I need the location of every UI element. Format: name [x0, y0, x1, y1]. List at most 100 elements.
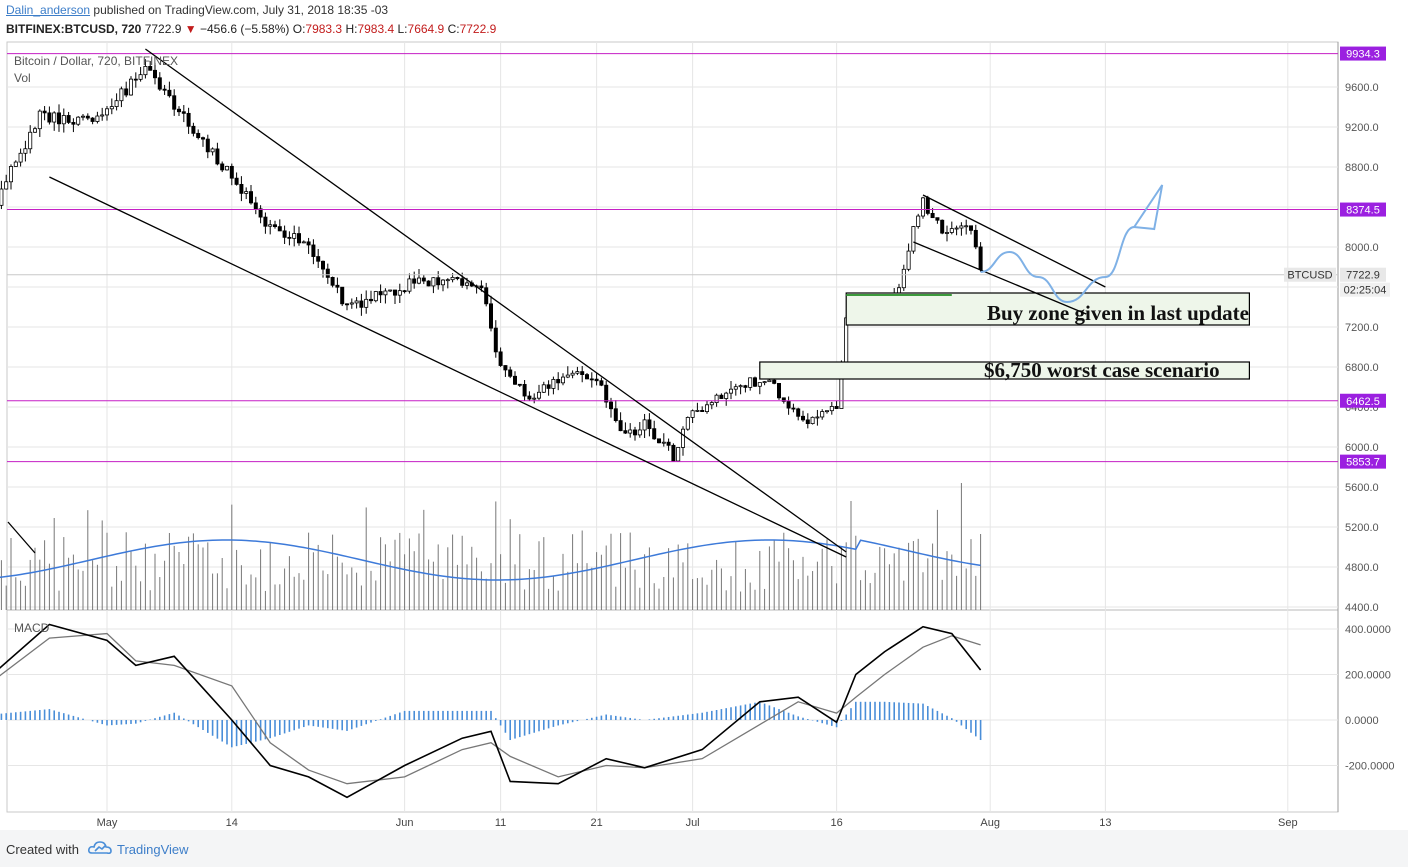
candle-body — [637, 429, 642, 436]
candle-body — [935, 217, 940, 221]
candle-body — [47, 112, 52, 123]
candle-body — [421, 277, 426, 282]
candle-body — [253, 202, 258, 210]
candle-body — [618, 420, 623, 432]
candle-body — [527, 395, 532, 400]
candle-body — [834, 406, 839, 409]
candle-body — [556, 379, 561, 384]
candle-body — [551, 379, 556, 389]
candle-body — [633, 429, 638, 436]
time-tick-label: Aug — [980, 817, 1000, 829]
candle-body — [23, 148, 28, 154]
candle-body — [359, 300, 364, 308]
candle-body — [729, 388, 734, 394]
candle-body — [781, 397, 786, 402]
price-tick-label: 7200.0 — [1345, 322, 1379, 334]
level-price-label: 9934.3 — [1346, 49, 1380, 61]
candle-body — [517, 383, 522, 386]
candle-body — [719, 394, 724, 399]
low-value: 7664.9 — [407, 22, 445, 36]
down-arrow-icon: ▼ — [184, 22, 197, 36]
price-change: −456.6 (−5.58%) — [199, 22, 290, 36]
chart-canvas[interactable]: May14Jun1121Jul16Aug13Sep17Oct9600.09200… — [0, 0, 1408, 830]
candle-body — [152, 69, 157, 79]
candle-body — [196, 132, 201, 139]
trendline — [922, 194, 1106, 288]
candle-series — [0, 59, 983, 462]
candle-body — [37, 110, 42, 130]
candle-body — [354, 300, 359, 304]
author-link[interactable]: Dalin_anderson — [6, 3, 91, 17]
candle-body — [181, 111, 186, 114]
candle-body — [52, 112, 57, 123]
price-tick-label: 5600.0 — [1345, 482, 1379, 494]
price-tick-label: 4800.0 — [1345, 562, 1379, 574]
candle-body — [320, 260, 325, 270]
level-price-tag — [1340, 393, 1386, 408]
trendline — [7, 521, 36, 554]
macd-histogram — [0, 701, 982, 748]
ohlc-line: BITFINEX:BTCUSD, 720 7722.9 ▼ −456.6 (−5… — [6, 22, 496, 36]
time-tick-label: 16 — [830, 817, 842, 829]
publish-line: Dalin_anderson published on TradingView.… — [6, 3, 388, 17]
candle-body — [215, 148, 220, 165]
volume-ma-line — [0, 539, 981, 581]
candle-body — [709, 402, 714, 406]
candle-body — [28, 131, 33, 150]
candle-body — [585, 374, 590, 380]
candle-body — [777, 383, 782, 399]
candle-body — [138, 74, 143, 80]
tradingview-link[interactable]: TradingView — [117, 842, 189, 857]
candle-body — [604, 384, 609, 403]
macd-signal-line — [0, 632, 981, 785]
candle-body — [724, 392, 729, 399]
candle-body — [124, 88, 129, 96]
candle-body — [335, 284, 340, 288]
trendline — [913, 241, 1087, 315]
candle-body — [436, 277, 441, 286]
candle-body — [508, 369, 513, 377]
candle-body — [440, 279, 445, 286]
candle-body — [373, 291, 378, 302]
low-label: L: — [397, 22, 408, 36]
countdown-label: 02:25:04 — [1344, 285, 1387, 297]
time-tick-label: 21 — [590, 817, 602, 829]
candle-body — [306, 241, 311, 246]
projection-arrowhead — [1132, 184, 1164, 231]
candle-body — [397, 290, 402, 296]
candle-body — [916, 215, 921, 227]
candle-body — [498, 351, 503, 366]
candle-body — [973, 229, 978, 248]
price-tick-label: 9200.0 — [1345, 122, 1379, 134]
candle-body — [200, 137, 205, 140]
candle-body — [392, 289, 397, 296]
candle-body — [738, 385, 743, 388]
candle-body — [796, 408, 801, 417]
macd-tick-label: 200.0000 — [1345, 670, 1391, 682]
candle-body — [244, 191, 249, 194]
candle-body — [157, 77, 162, 90]
candle-body — [71, 122, 76, 125]
time-tick-label: Sep — [1278, 817, 1298, 829]
candle-body — [695, 409, 700, 412]
candle-body — [949, 228, 954, 233]
tradingview-cloud-icon — [88, 841, 112, 855]
candle-body — [133, 78, 138, 81]
candle-body — [479, 285, 484, 289]
candle-body — [570, 372, 575, 376]
candle-body — [162, 88, 167, 91]
candle-body — [940, 219, 945, 234]
candle-body — [263, 216, 268, 227]
candle-body — [210, 148, 215, 153]
candle-body — [666, 441, 671, 446]
candle-body — [407, 278, 412, 292]
candle-body — [906, 250, 911, 270]
open-value: 7983.3 — [305, 22, 343, 36]
level-price-label: 5853.7 — [1346, 457, 1380, 469]
candle-body — [767, 379, 772, 383]
candle-body — [801, 415, 806, 421]
candle-body — [613, 408, 618, 422]
candle-body — [272, 224, 277, 228]
candle-body — [378, 291, 383, 296]
candle-body — [690, 410, 695, 418]
